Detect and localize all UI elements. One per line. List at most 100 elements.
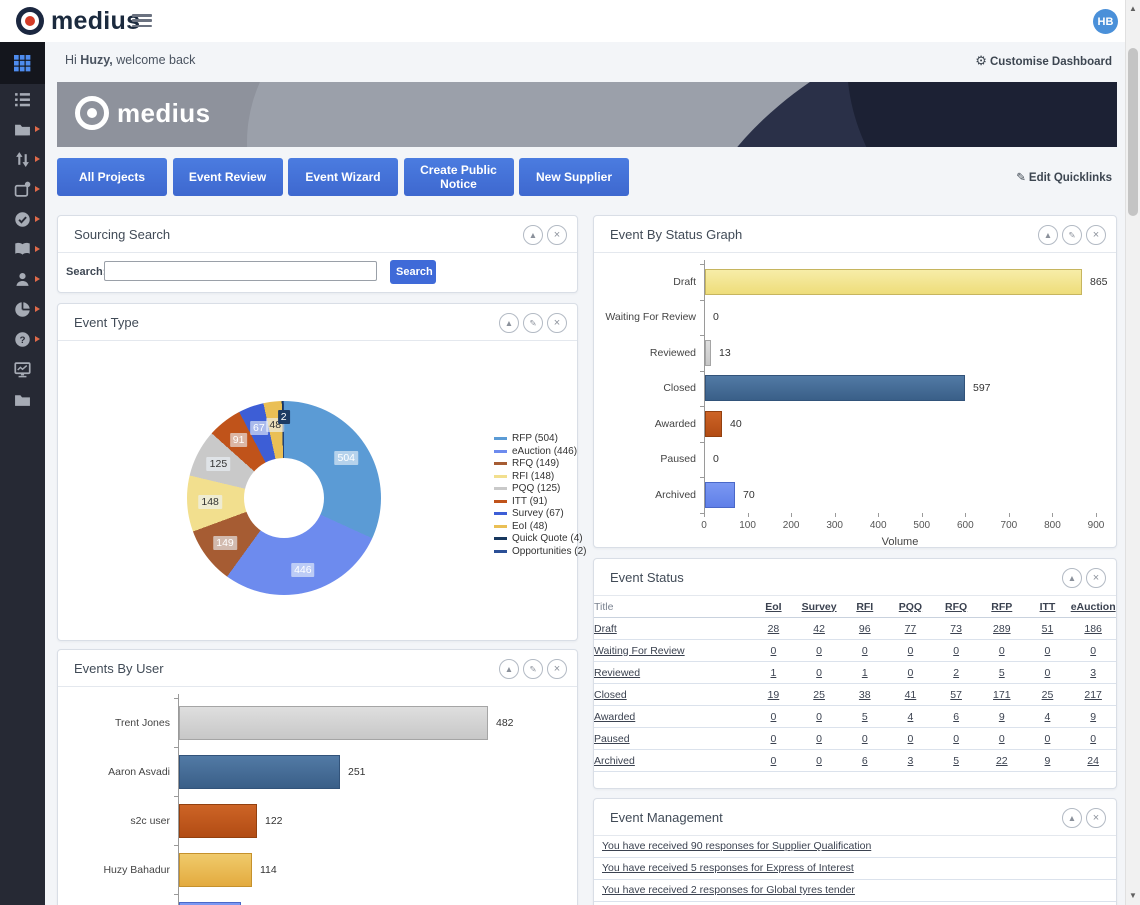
status-count-link[interactable]: 5 [953, 754, 960, 767]
sidebar-item-2[interactable] [0, 84, 45, 114]
column-header-rfi[interactable]: RFI [841, 596, 888, 618]
status-count-link[interactable]: 0 [770, 710, 777, 723]
status-count-link[interactable]: 0 [770, 754, 777, 767]
status-count-link[interactable]: 4 [907, 710, 914, 723]
collapse-icon[interactable]: ▲ [1038, 225, 1058, 245]
status-count-link[interactable]: 22 [995, 754, 1008, 767]
edit-icon[interactable]: ✎ [1062, 225, 1082, 245]
quicklink-event-wizard[interactable]: Event Wizard [288, 158, 398, 196]
status-link-awarded[interactable]: Awarded [594, 710, 636, 723]
column-header-eoi[interactable]: EoI [750, 596, 797, 618]
status-count-link[interactable]: 77 [904, 622, 917, 635]
sidebar-item-1[interactable] [0, 42, 45, 84]
event-management-link[interactable]: You have received 90 responses for Suppl… [602, 840, 872, 852]
status-count-link[interactable]: 0 [816, 754, 823, 767]
collapse-icon[interactable]: ▲ [1062, 568, 1082, 588]
status-count-link[interactable]: 0 [770, 732, 777, 745]
column-header-itt[interactable]: ITT [1024, 596, 1071, 618]
status-count-link[interactable]: 96 [858, 622, 871, 635]
status-count-link[interactable]: 2 [953, 666, 960, 679]
close-icon[interactable]: × [547, 225, 567, 245]
collapse-icon[interactable]: ▲ [499, 313, 519, 333]
status-count-link[interactable]: 0 [1090, 644, 1097, 657]
status-count-link[interactable]: 6 [861, 754, 868, 767]
status-link-reviewed[interactable]: Reviewed [594, 666, 641, 679]
collapse-icon[interactable]: ▲ [1062, 808, 1082, 828]
status-count-link[interactable]: 1 [770, 666, 777, 679]
sidebar-item-3[interactable] [0, 114, 45, 144]
status-count-link[interactable]: 0 [816, 710, 823, 723]
status-count-link[interactable]: 41 [904, 688, 917, 701]
status-count-link[interactable]: 0 [998, 732, 1005, 745]
sidebar-item-7[interactable] [0, 234, 45, 264]
status-count-link[interactable]: 289 [993, 622, 1011, 635]
status-count-link[interactable]: 0 [861, 732, 868, 745]
status-count-link[interactable]: 6 [953, 710, 960, 723]
status-count-link[interactable]: 0 [1044, 666, 1051, 679]
search-button[interactable]: Search [390, 260, 436, 284]
sidebar-item-5[interactable] [0, 174, 45, 204]
status-count-link[interactable]: 0 [1044, 732, 1051, 745]
status-count-link[interactable]: 24 [1087, 754, 1099, 767]
status-link-paused[interactable]: Paused [594, 732, 630, 745]
status-count-link[interactable]: 0 [816, 732, 823, 745]
user-avatar[interactable]: HB [1093, 9, 1118, 34]
status-count-link[interactable]: 0 [1044, 644, 1051, 657]
status-count-link[interactable]: 28 [767, 622, 780, 635]
status-count-link[interactable]: 1 [861, 666, 868, 679]
scroll-down-icon[interactable]: ▼ [1129, 891, 1137, 900]
status-count-link[interactable]: 4 [1044, 710, 1051, 723]
edit-icon[interactable]: ✎ [523, 313, 543, 333]
column-header-rfq[interactable]: RFQ [933, 596, 979, 618]
status-count-link[interactable]: 0 [953, 732, 960, 745]
event-management-link[interactable]: You have received 5 responses for Expres… [602, 862, 854, 874]
quicklink-event-review[interactable]: Event Review [172, 158, 283, 196]
collapse-icon[interactable]: ▲ [499, 659, 519, 679]
column-header-pqq[interactable]: PQQ [887, 596, 934, 618]
status-link-archived[interactable]: Archived [594, 754, 635, 767]
search-input[interactable] [104, 261, 377, 281]
edit-icon[interactable]: ✎ [523, 659, 543, 679]
scrollbar-thumb[interactable] [1128, 48, 1138, 216]
sidebar-item-4[interactable] [0, 144, 45, 174]
sidebar-item-12[interactable] [0, 384, 45, 414]
status-link-closed[interactable]: Closed [594, 688, 627, 701]
status-count-link[interactable]: 25 [813, 688, 825, 701]
customise-dashboard-button[interactable]: ⚙ Customise Dashboard [975, 53, 1112, 68]
status-count-link[interactable]: 186 [1084, 622, 1102, 635]
status-count-link[interactable]: 25 [1041, 688, 1054, 701]
sidebar-item-11[interactable] [0, 354, 45, 384]
status-count-link[interactable]: 0 [907, 644, 914, 657]
column-header-eauction[interactable]: eAuction [1070, 596, 1116, 618]
collapse-icon[interactable]: ▲ [523, 225, 543, 245]
close-icon[interactable]: × [1086, 225, 1106, 245]
quicklink-all-projects[interactable]: All Projects [57, 158, 167, 196]
quicklink-create-public-notice[interactable]: Create Public Notice [403, 158, 514, 196]
status-count-link[interactable]: 0 [907, 666, 914, 679]
status-count-link[interactable]: 57 [950, 688, 962, 701]
status-count-link[interactable]: 5 [861, 710, 868, 723]
status-count-link[interactable]: 9 [1090, 710, 1097, 723]
status-count-link[interactable]: 171 [993, 688, 1011, 701]
event-management-link[interactable]: You have received 2 responses for Global… [602, 884, 855, 896]
column-header-rfp[interactable]: RFP [978, 596, 1025, 618]
close-icon[interactable]: × [547, 659, 567, 679]
status-count-link[interactable]: 0 [907, 732, 914, 745]
status-count-link[interactable]: 0 [861, 644, 868, 657]
status-link-waiting-for-review[interactable]: Waiting For Review [594, 644, 685, 657]
status-link-draft[interactable]: Draft [594, 622, 617, 635]
close-icon[interactable]: × [547, 313, 567, 333]
sidebar-item-9[interactable] [0, 294, 45, 324]
column-header-survey[interactable]: Survey [796, 596, 842, 618]
status-count-link[interactable]: 9 [1044, 754, 1051, 767]
close-icon[interactable]: × [1086, 808, 1106, 828]
sidebar-item-8[interactable] [0, 264, 45, 294]
status-count-link[interactable]: 5 [998, 666, 1005, 679]
scroll-up-icon[interactable]: ▲ [1129, 4, 1137, 13]
sidebar-item-6[interactable] [0, 204, 45, 234]
status-count-link[interactable]: 19 [767, 688, 780, 701]
status-count-link[interactable]: 73 [950, 622, 962, 635]
status-count-link[interactable]: 38 [858, 688, 871, 701]
edit-quicklinks-button[interactable]: ✎ Edit Quicklinks [1016, 172, 1112, 184]
close-icon[interactable]: × [1086, 568, 1106, 588]
